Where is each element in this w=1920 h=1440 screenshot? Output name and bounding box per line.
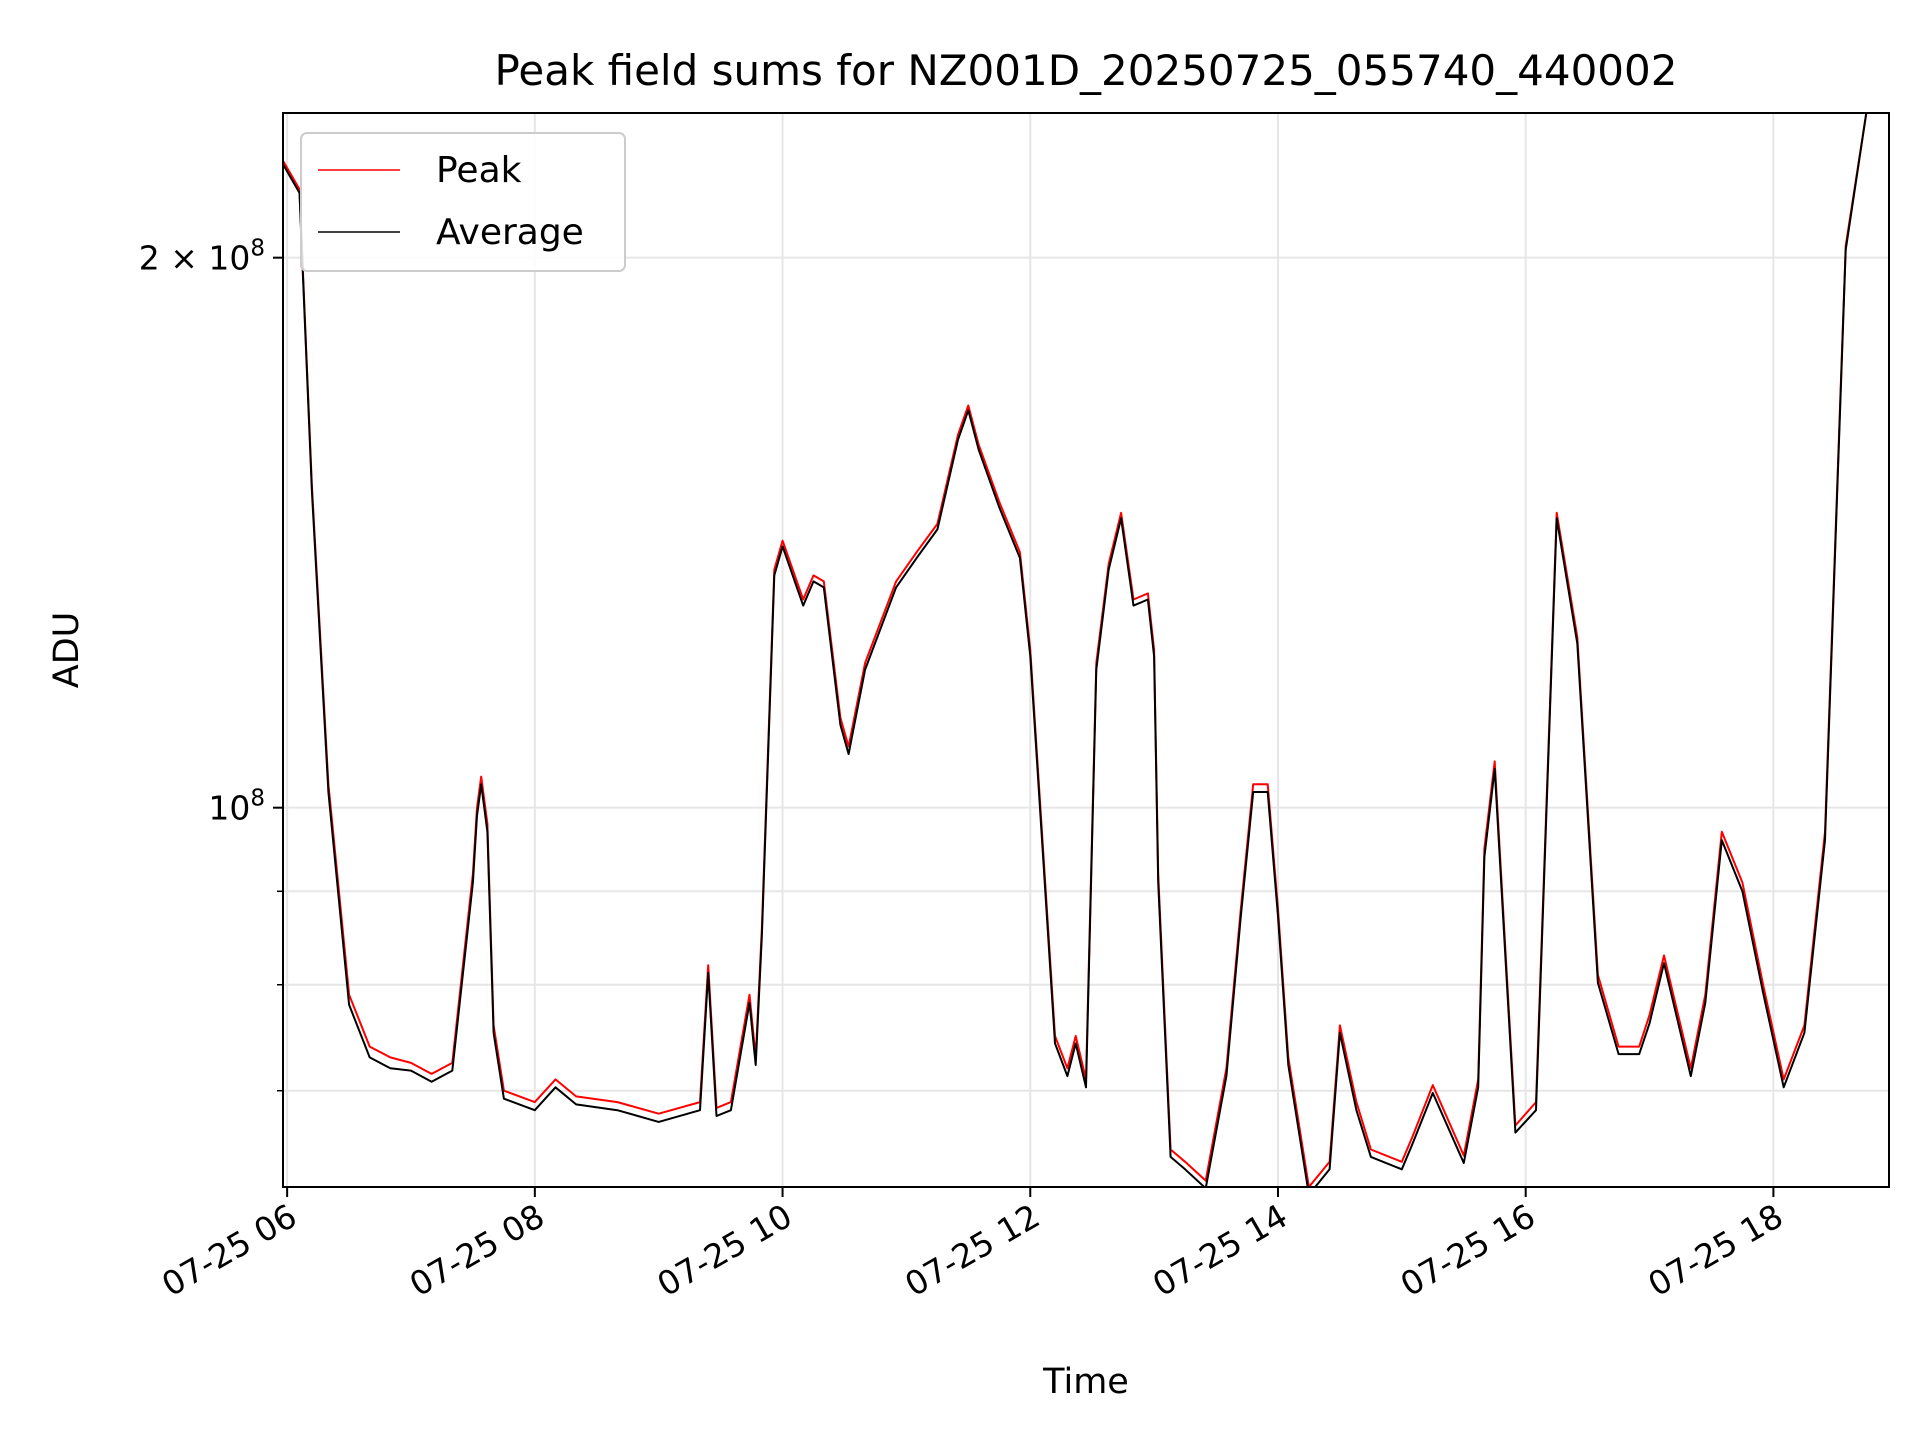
- y-tick-exponent: 8: [250, 236, 265, 262]
- series-line-average: [283, 113, 1889, 1187]
- legend-label-average: Average: [436, 212, 584, 253]
- y-tick-label: 108: [208, 786, 265, 828]
- y-tick-base: 10: [208, 789, 250, 828]
- legend-label-peak: Peak: [436, 150, 522, 191]
- legend: Peak Average: [300, 132, 626, 272]
- chart-title: Peak field sums for NZ001D_20250725_0557…: [495, 46, 1678, 95]
- series-layer: [283, 113, 1889, 1187]
- y-tick-base: 10: [208, 239, 250, 278]
- y-tick-exponent: 8: [250, 786, 265, 812]
- y-tick-multiplier: 2 ×: [139, 239, 209, 278]
- legend-box: [300, 132, 626, 272]
- x-axis-label: Time: [1042, 1362, 1129, 1402]
- plot-frame: [282, 112, 1890, 1188]
- plot-background: [283, 113, 1889, 1187]
- y-axis-label: ADU: [47, 612, 87, 689]
- y-tick-label: 2 × 108: [139, 236, 265, 278]
- grid: [283, 113, 1889, 1187]
